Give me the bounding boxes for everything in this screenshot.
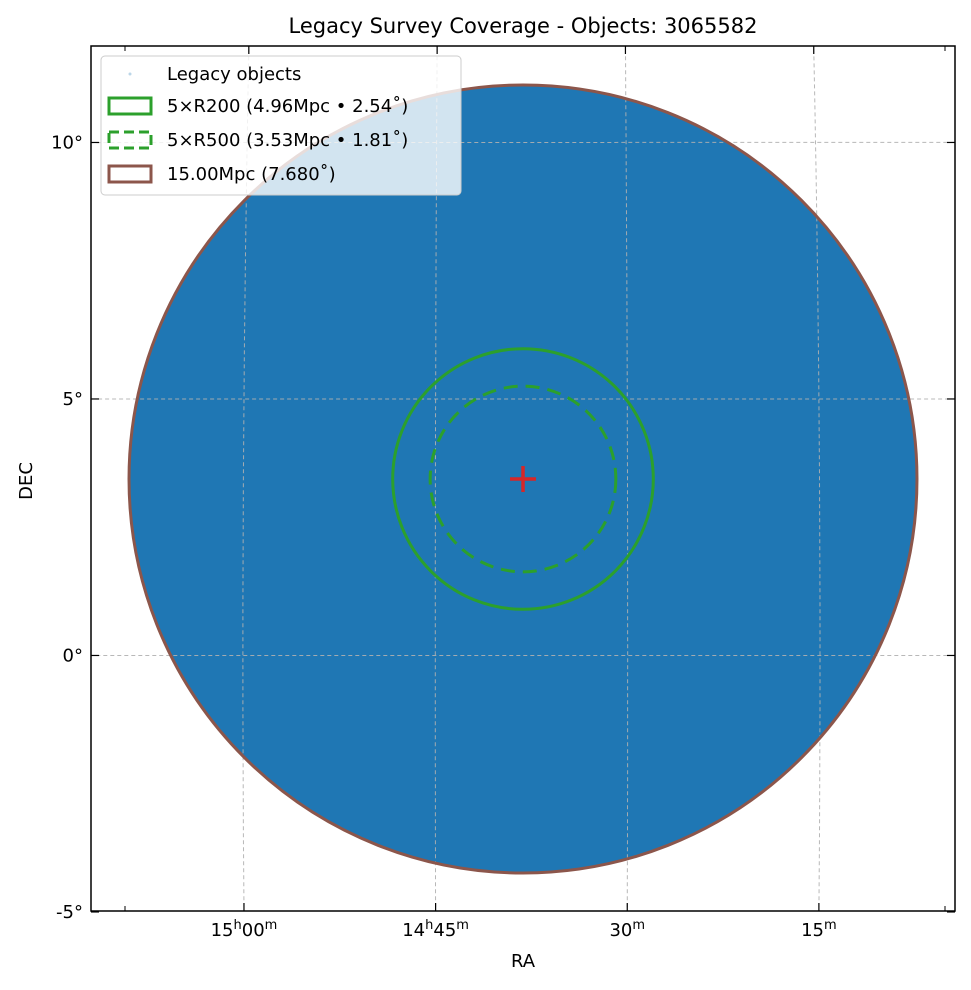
legend-label-objects: Legacy objects	[167, 64, 301, 85]
dec-tick-label: 10°	[51, 132, 83, 153]
dec-tick-label: 0°	[63, 645, 83, 666]
dec-tick-label: 5°	[63, 389, 83, 410]
legend-label-circle-1: 5×R200 (4.96Mpc • 2.54˚)	[167, 96, 408, 117]
legend: Legacy objects 5×R200 (4.96Mpc • 2.54˚) 5×…	[101, 56, 461, 195]
x-axis-label: RA	[511, 951, 536, 972]
legend-marker-objects	[129, 73, 132, 76]
dec-tick-label: -5°	[56, 902, 83, 923]
legend-label-circle-3: 15.00Mpc (7.680˚)	[167, 164, 336, 185]
legend-label-circle-2: 5×R500 (3.53Mpc • 1.81˚)	[167, 130, 408, 151]
y-axis-label: DEC	[16, 462, 37, 500]
chart-title: Legacy Survey Coverage - Objects: 306558…	[289, 14, 758, 38]
